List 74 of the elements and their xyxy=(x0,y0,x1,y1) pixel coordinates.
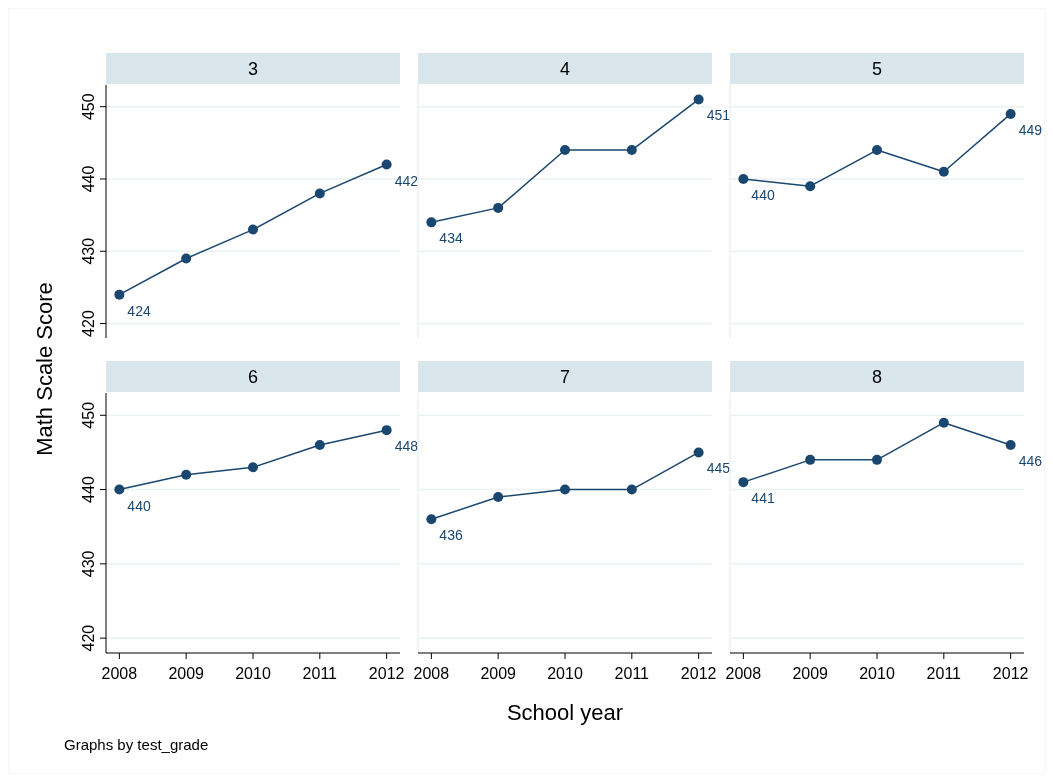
y-tick-label: 430 xyxy=(80,237,97,265)
y-tick-label: 430 xyxy=(80,550,97,578)
x-tick-label: 2011 xyxy=(926,665,962,682)
x-tick-label: 2012 xyxy=(680,665,717,682)
data-label: 424 xyxy=(127,302,151,319)
chart-title: 3 xyxy=(247,59,259,79)
point xyxy=(872,454,882,465)
data-label: 440 xyxy=(127,497,151,514)
point xyxy=(314,188,325,199)
data-label: 436 xyxy=(439,527,463,544)
point xyxy=(738,477,749,488)
chart-title: 8 xyxy=(871,367,883,387)
point xyxy=(426,514,437,525)
x-tick-label: 2008 xyxy=(725,665,762,682)
point xyxy=(938,417,949,428)
point xyxy=(560,484,570,495)
text: Graphs by test_grade xyxy=(64,736,209,753)
y-tick-label: 420 xyxy=(80,624,97,652)
point xyxy=(626,145,637,156)
point xyxy=(938,166,949,177)
point xyxy=(381,159,392,170)
y-tick-label: 440 xyxy=(80,165,97,193)
y-tick-label: 420 xyxy=(80,310,97,337)
y-tick-label: 450 xyxy=(80,401,97,429)
x-tick-label: 2011 xyxy=(614,665,650,682)
point xyxy=(560,145,570,156)
x-tick-label: 2010 xyxy=(547,665,583,682)
data-label: 448 xyxy=(394,438,419,455)
x-axis-title: School year xyxy=(506,700,624,725)
y-tick-label: 450 xyxy=(80,93,97,121)
point xyxy=(114,289,125,300)
point xyxy=(805,181,816,192)
x-tick-label: 2010 xyxy=(235,665,271,682)
point xyxy=(626,484,637,495)
x-tick-label: 2011 xyxy=(302,665,338,682)
y-tick-label: 440 xyxy=(80,476,97,503)
x-tick-label: 2008 xyxy=(413,665,450,682)
x-tick-label: 2008 xyxy=(101,665,138,682)
point xyxy=(738,173,749,184)
data-label: 445 xyxy=(706,460,731,477)
data-label: 442 xyxy=(394,172,419,189)
data-label: 449 xyxy=(1018,121,1043,138)
point xyxy=(114,484,125,495)
data-label: 446 xyxy=(1018,453,1043,469)
chart-title: 6 xyxy=(247,367,259,387)
point xyxy=(314,440,325,450)
point xyxy=(693,94,704,105)
x-tick-label: 2012 xyxy=(992,665,1029,682)
data-label: 441 xyxy=(751,490,775,507)
x-tick-label: 2009 xyxy=(792,665,829,682)
data-label: 434 xyxy=(439,230,463,247)
x-tick-label: 2010 xyxy=(859,665,895,682)
point xyxy=(181,253,192,264)
point xyxy=(805,454,816,465)
point xyxy=(381,425,392,436)
point xyxy=(248,224,258,235)
point xyxy=(181,469,192,480)
point xyxy=(248,462,258,473)
x-tick-label: 2012 xyxy=(368,665,405,682)
point xyxy=(1005,108,1016,119)
y-axis-title: Math Scale Score xyxy=(32,282,57,456)
chart-title: 4 xyxy=(559,59,571,79)
point xyxy=(1005,440,1016,450)
point xyxy=(426,217,437,228)
data-label: 451 xyxy=(706,107,731,124)
x-tick-label: 2009 xyxy=(480,665,517,682)
chart-title: 5 xyxy=(871,59,883,79)
x-tick-label: 2009 xyxy=(168,665,205,682)
point xyxy=(493,492,504,502)
chart-title: 7 xyxy=(559,367,571,387)
point xyxy=(693,447,704,458)
point xyxy=(493,202,504,213)
point xyxy=(872,145,882,156)
data-label: 440 xyxy=(751,186,775,203)
